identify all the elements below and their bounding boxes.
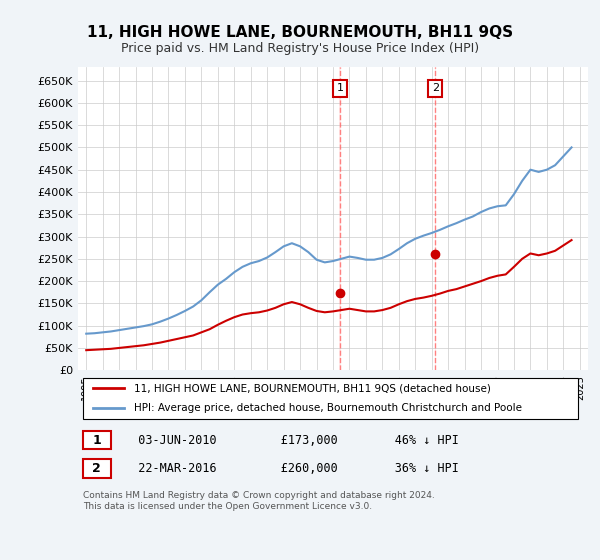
Text: HPI: Average price, detached house, Bournemouth Christchurch and Poole: HPI: Average price, detached house, Bour… xyxy=(134,403,522,413)
Text: 2: 2 xyxy=(92,462,101,475)
Text: 11, HIGH HOWE LANE, BOURNEMOUTH, BH11 9QS: 11, HIGH HOWE LANE, BOURNEMOUTH, BH11 9Q… xyxy=(87,25,513,40)
FancyBboxPatch shape xyxy=(83,431,111,449)
Text: 22-MAR-2016         £260,000        36% ↓ HPI: 22-MAR-2016 £260,000 36% ↓ HPI xyxy=(124,462,459,475)
Text: 1: 1 xyxy=(337,83,343,94)
FancyBboxPatch shape xyxy=(83,378,578,419)
Text: 11, HIGH HOWE LANE, BOURNEMOUTH, BH11 9QS (detached house): 11, HIGH HOWE LANE, BOURNEMOUTH, BH11 9Q… xyxy=(134,384,491,393)
Text: 1: 1 xyxy=(92,433,101,447)
Text: 2: 2 xyxy=(432,83,439,94)
Text: Price paid vs. HM Land Registry's House Price Index (HPI): Price paid vs. HM Land Registry's House … xyxy=(121,42,479,55)
Bar xyxy=(339,67,341,370)
FancyBboxPatch shape xyxy=(83,459,111,478)
Bar xyxy=(434,67,436,370)
Text: Contains HM Land Registry data © Crown copyright and database right 2024.
This d: Contains HM Land Registry data © Crown c… xyxy=(83,491,435,511)
Text: 03-JUN-2010         £173,000        46% ↓ HPI: 03-JUN-2010 £173,000 46% ↓ HPI xyxy=(124,433,459,447)
